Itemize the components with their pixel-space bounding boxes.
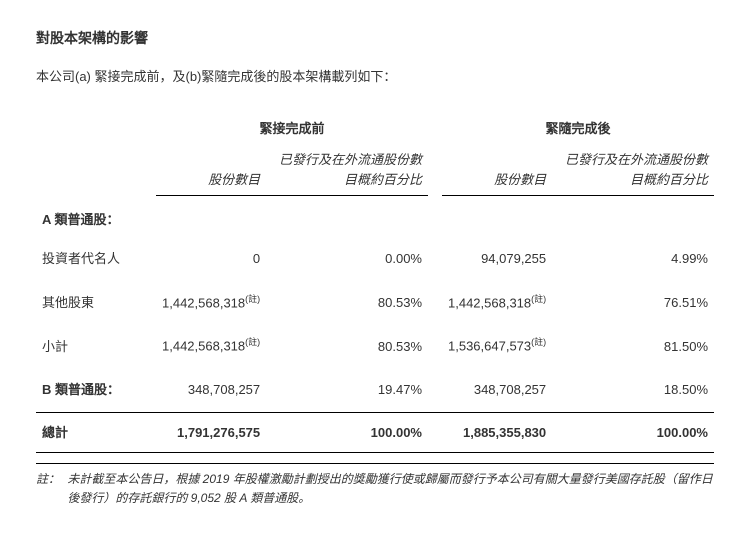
cell-value: 81.50% xyxy=(552,324,714,368)
footnote: 註： 未計截至本公告日，根據 2019 年股權激勵計劃授出的獎勵獲行使或歸屬而發… xyxy=(36,463,714,508)
cell-value: 18.50% xyxy=(552,368,714,412)
cell-value: 1,536,647,573(註) xyxy=(442,324,552,368)
col-header-pct-before: 已發行及在外流通股份數目概約百分比 xyxy=(266,142,428,196)
section-title: 對股本架構的影響 xyxy=(36,28,714,49)
cell-value: 1,791,276,575 xyxy=(156,412,266,453)
row-label: 其他股東 xyxy=(36,281,156,325)
row-label: 投資者代名人 xyxy=(36,237,156,281)
cell-value: 76.51% xyxy=(552,281,714,325)
cell-value: 348,708,257 xyxy=(156,368,266,412)
footnote-label: 註： xyxy=(36,470,64,489)
cell-value: 0.00% xyxy=(266,237,428,281)
cell-value: 19.47% xyxy=(266,368,428,412)
col-header-pct-after: 已發行及在外流通股份數目概約百分比 xyxy=(552,142,714,196)
intro-text: 本公司(a) 緊接完成前，及(b)緊隨完成後的股本架構載列如下： xyxy=(36,67,714,87)
cell-value: 348,708,257 xyxy=(442,368,552,412)
cell-value: 80.53% xyxy=(266,281,428,325)
group-header-after: 緊隨完成後 xyxy=(442,111,714,143)
category-a-label: A 類普通股： xyxy=(36,196,156,238)
cell-value: 0 xyxy=(156,237,266,281)
col-header-shares-before: 股份數目 xyxy=(156,142,266,196)
cell-value: 100.00% xyxy=(552,412,714,453)
cell-value: 1,442,568,318(註) xyxy=(442,281,552,325)
col-header-shares-after: 股份數目 xyxy=(442,142,552,196)
cell-value: 1,442,568,318(註) xyxy=(156,324,266,368)
cell-value: 4.99% xyxy=(552,237,714,281)
category-b-label: B 類普通股： xyxy=(36,368,156,412)
cell-value: 94,079,255 xyxy=(442,237,552,281)
subtotal-label: 小計 xyxy=(36,324,156,368)
cell-value: 1,885,355,830 xyxy=(442,412,552,453)
cell-value: 1,442,568,318(註) xyxy=(156,281,266,325)
total-label: 總計 xyxy=(36,412,156,453)
share-structure-table: 緊接完成前 緊隨完成後 股份數目 已發行及在外流通股份數目概約百分比 股份數目 … xyxy=(36,111,714,454)
footnote-text: 未計截至本公告日，根據 2019 年股權激勵計劃授出的獎勵獲行使或歸屬而發行予本… xyxy=(67,470,713,508)
cell-value: 100.00% xyxy=(266,412,428,453)
group-header-before: 緊接完成前 xyxy=(156,111,428,143)
cell-value: 80.53% xyxy=(266,324,428,368)
